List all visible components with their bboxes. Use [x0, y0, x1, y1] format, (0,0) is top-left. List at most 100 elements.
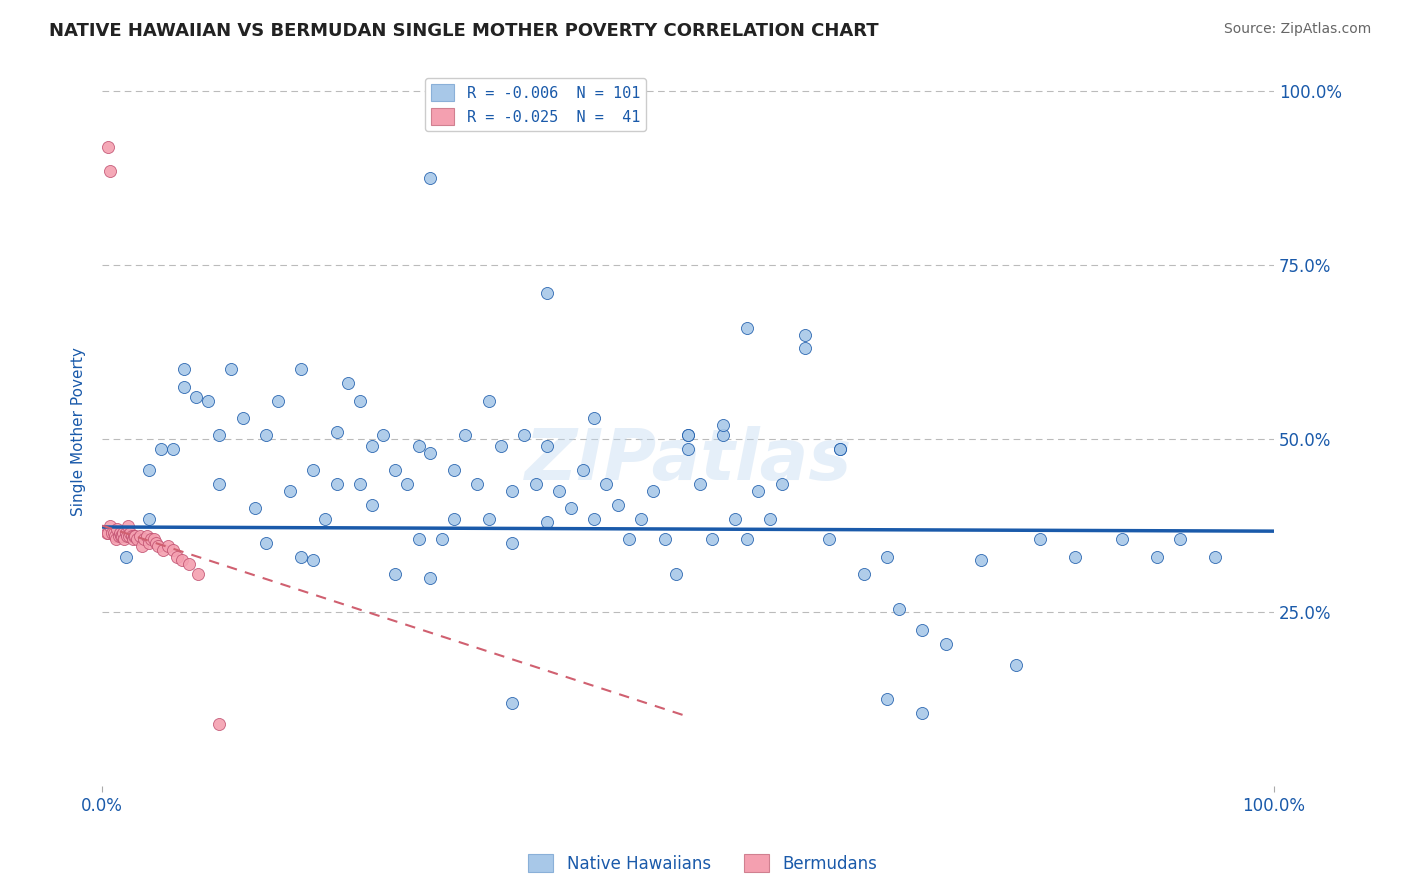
Point — [676, 428, 699, 442]
Point — [118, 529, 141, 543]
Point — [676, 442, 699, 457]
Point — [676, 428, 699, 442]
Point — [131, 540, 153, 554]
Point — [100, 518, 122, 533]
Point — [1063, 549, 1085, 564]
Point — [735, 533, 758, 547]
Point — [208, 476, 231, 491]
Text: Source: ZipAtlas.com: Source: ZipAtlas.com — [1223, 22, 1371, 37]
Point — [290, 362, 312, 376]
Point — [325, 476, 347, 491]
Point — [419, 445, 441, 459]
Point — [243, 501, 266, 516]
Point — [501, 696, 523, 710]
Point — [349, 393, 371, 408]
Point — [145, 536, 167, 550]
Point — [759, 511, 782, 525]
Point — [110, 529, 132, 543]
Point — [384, 567, 406, 582]
Point — [548, 483, 571, 498]
Point — [122, 529, 145, 543]
Point — [128, 529, 150, 543]
Point — [208, 428, 231, 442]
Point — [817, 533, 839, 547]
Point — [876, 549, 898, 564]
Point — [489, 439, 512, 453]
Point — [156, 540, 179, 554]
Point — [419, 571, 441, 585]
Point — [1204, 549, 1226, 564]
Point — [290, 549, 312, 564]
Point — [911, 706, 934, 721]
Point — [1111, 533, 1133, 547]
Point — [887, 602, 910, 616]
Point — [337, 376, 360, 391]
Point — [689, 476, 711, 491]
Point — [408, 439, 430, 453]
Point — [395, 476, 418, 491]
Point — [162, 442, 184, 457]
Point — [127, 533, 149, 547]
Point — [138, 511, 160, 525]
Point — [630, 511, 652, 525]
Legend: Native Hawaiians, Bermudans: Native Hawaiians, Bermudans — [522, 847, 884, 880]
Point — [360, 439, 382, 453]
Point — [114, 525, 136, 540]
Point — [107, 522, 129, 536]
Point — [302, 463, 325, 477]
Point — [135, 529, 157, 543]
Point — [852, 567, 875, 582]
Point — [711, 417, 734, 432]
Point — [166, 549, 188, 564]
Point — [111, 529, 134, 543]
Point — [735, 320, 758, 334]
Point — [117, 518, 139, 533]
Point — [114, 549, 136, 564]
Point — [935, 637, 957, 651]
Point — [219, 362, 242, 376]
Point — [121, 533, 143, 547]
Point — [536, 439, 558, 453]
Point — [454, 428, 477, 442]
Point — [724, 511, 747, 525]
Point — [606, 498, 628, 512]
Point — [970, 553, 993, 567]
Legend: R = -0.006  N = 101, R = -0.025  N =  41: R = -0.006 N = 101, R = -0.025 N = 41 — [426, 78, 647, 131]
Point — [747, 483, 769, 498]
Point — [560, 501, 582, 516]
Point — [373, 428, 395, 442]
Point — [232, 410, 254, 425]
Point — [173, 362, 195, 376]
Point — [100, 525, 122, 540]
Point — [478, 511, 501, 525]
Point — [124, 529, 146, 543]
Point — [120, 525, 142, 540]
Point — [524, 476, 547, 491]
Point — [114, 525, 136, 540]
Point — [794, 327, 817, 342]
Point — [384, 463, 406, 477]
Point — [501, 483, 523, 498]
Point — [513, 428, 536, 442]
Point — [571, 463, 593, 477]
Point — [100, 164, 122, 178]
Point — [114, 533, 136, 547]
Point — [1005, 657, 1028, 672]
Point — [325, 425, 347, 439]
Point — [314, 511, 336, 525]
Point — [830, 442, 852, 457]
Point — [108, 525, 131, 540]
Point — [770, 476, 793, 491]
Point — [112, 525, 135, 540]
Point — [501, 536, 523, 550]
Point — [254, 428, 277, 442]
Point — [1028, 533, 1050, 547]
Point — [583, 410, 606, 425]
Point — [107, 529, 129, 543]
Y-axis label: Single Mother Poverty: Single Mother Poverty — [72, 347, 86, 516]
Point — [430, 533, 453, 547]
Point — [152, 542, 174, 557]
Point — [1146, 549, 1168, 564]
Point — [177, 557, 200, 571]
Point — [443, 511, 465, 525]
